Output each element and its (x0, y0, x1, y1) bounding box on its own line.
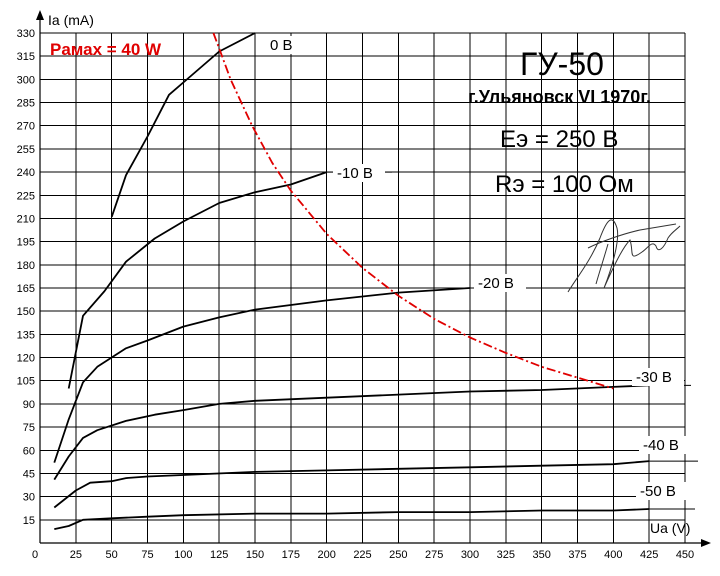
series-label-bg (333, 164, 385, 182)
x-tick-label: 325 (497, 549, 515, 561)
y-tick-label: 180 (17, 260, 35, 272)
x-tick-label: 150 (246, 549, 264, 561)
y-tick-label: 240 (17, 167, 35, 179)
x-tick-label: 100 (174, 549, 192, 561)
series-line-1 (67, 171, 327, 389)
x-tick-label: 400 (604, 549, 622, 561)
y-tick-label: 330 (17, 28, 35, 40)
chart-title: ГУ-50 (520, 46, 604, 82)
x-tick-label: 225 (353, 549, 371, 561)
y-axis-label: Ia (mA) (48, 12, 94, 28)
y-tick-label: 150 (17, 306, 35, 318)
y-tick-label: 90 (23, 399, 35, 411)
y-tick-label: 270 (17, 121, 35, 133)
y-tick-label: 75 (23, 422, 35, 434)
y-tick-label: 30 (23, 492, 35, 504)
x-tick-label: 375 (568, 549, 586, 561)
y-axis-arrow (36, 10, 44, 20)
signature-scribble (567, 219, 681, 293)
axes (36, 10, 711, 547)
x-tick-label: 50 (106, 549, 118, 561)
x-tick-label: 250 (389, 549, 407, 561)
series-line-4 (53, 460, 650, 509)
series-label: -30 В (636, 369, 672, 386)
x-tick-label: 75 (141, 549, 153, 561)
y-tick-label: 165 (17, 283, 35, 295)
series-line-0 (110, 32, 256, 218)
series-label: -20 В (478, 275, 514, 292)
y-tick-label: 300 (17, 74, 35, 86)
grid (40, 32, 686, 543)
chart-subtitle: г.Ульяновск VI 1970г. (468, 87, 651, 107)
x-axis-label: Ua (V) (650, 520, 690, 536)
y-tick-label: 285 (17, 98, 35, 110)
y-tick-label: 105 (17, 376, 35, 388)
y-tick-label: 15 (23, 515, 35, 527)
y-tick-label: 315 (17, 51, 35, 63)
x-tick-label: 275 (425, 549, 443, 561)
series-label-bg (632, 368, 684, 386)
y-tick-label: 45 (23, 468, 35, 480)
x-tick-label: 25 (70, 549, 82, 561)
x-tick-label: 425 (640, 549, 658, 561)
x-axis-arrow (701, 539, 711, 547)
y-tick-label: 60 (23, 445, 35, 457)
y-tick-label: 225 (17, 190, 35, 202)
x-tick-label: 350 (532, 549, 550, 561)
series-curves (53, 32, 650, 530)
x-tick-label: 450 (676, 549, 694, 561)
series-label-bg (474, 274, 526, 292)
pmax-label: Pамах = 40 W (50, 40, 162, 59)
series-line-2 (53, 287, 471, 463)
x-tick-label: 200 (317, 549, 335, 561)
series-label: -10 В (337, 165, 373, 182)
series-label-bg (639, 436, 691, 454)
series-label: -50 В (640, 483, 676, 500)
y-tick-label: 195 (17, 237, 35, 249)
x-tick-label: 0 (32, 549, 38, 561)
x-tick-label: 125 (210, 549, 228, 561)
series-label: 0 В (270, 37, 293, 54)
screen-voltage-annotation: Eэ = 250 В (500, 126, 618, 153)
series-line-5 (54, 508, 650, 530)
screen-resistor-annotation: Rэ = 100 Ом (495, 171, 634, 198)
curve-labels: 0 В -10 В -20 В -30 В -40 В -50 В (255, 32, 698, 510)
series-label: -40 В (643, 437, 679, 454)
y-tick-label: 135 (17, 329, 35, 341)
series-label-bg (266, 36, 318, 54)
y-tick-label: 255 (17, 144, 35, 156)
tick-labels: 15 30 45 60 75 90 105 120 135 150 165 180 195 210 225 2… (17, 28, 695, 561)
series-label-bg (636, 482, 688, 500)
x-tick-label: 300 (461, 549, 479, 561)
y-tick-label: 210 (17, 213, 35, 225)
y-tick-label: 120 (17, 353, 35, 365)
series-line-3 (53, 384, 650, 481)
x-tick-label: 175 (282, 549, 300, 561)
